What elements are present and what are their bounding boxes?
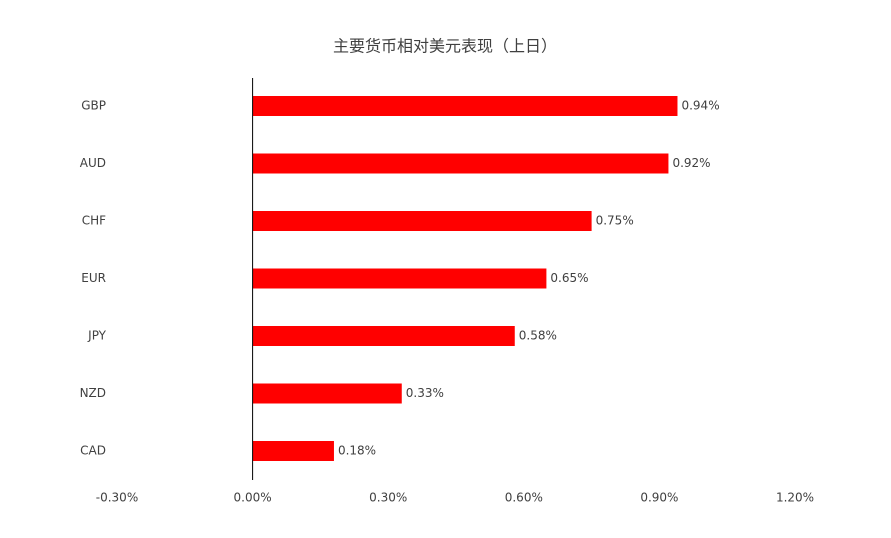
x-tick-label: 1.20% bbox=[776, 491, 814, 505]
data-label: 0.65% bbox=[550, 271, 588, 285]
chart-title: 主要货币相对美元表现（上日） bbox=[333, 37, 557, 56]
data-label: 0.58% bbox=[519, 329, 557, 343]
y-tick-label: GBP bbox=[81, 99, 106, 113]
x-tick-label: -0.30% bbox=[96, 491, 138, 505]
bar bbox=[252, 441, 334, 461]
bar bbox=[252, 153, 669, 174]
bar bbox=[252, 383, 402, 404]
y-tick-label: CHF bbox=[82, 214, 106, 228]
y-tick-label: EUR bbox=[81, 271, 106, 285]
y-tick-label: AUD bbox=[80, 156, 106, 170]
bar bbox=[252, 211, 592, 231]
x-tick-label: 0.00% bbox=[234, 491, 272, 505]
x-tick-label: 0.30% bbox=[369, 491, 407, 505]
data-label: 0.94% bbox=[681, 99, 719, 113]
bar bbox=[252, 326, 515, 346]
y-tick-label: NZD bbox=[80, 386, 106, 400]
bar bbox=[252, 96, 678, 116]
y-tick-label: CAD bbox=[80, 444, 106, 458]
x-tick-label: 0.60% bbox=[505, 491, 543, 505]
y-tick-label: JPY bbox=[87, 329, 107, 343]
bar bbox=[252, 268, 547, 289]
data-label: 0.18% bbox=[338, 444, 376, 458]
x-tick-label: 0.90% bbox=[640, 491, 678, 505]
data-label: 0.92% bbox=[672, 156, 710, 170]
data-label: 0.33% bbox=[406, 386, 444, 400]
data-label: 0.75% bbox=[596, 214, 634, 228]
